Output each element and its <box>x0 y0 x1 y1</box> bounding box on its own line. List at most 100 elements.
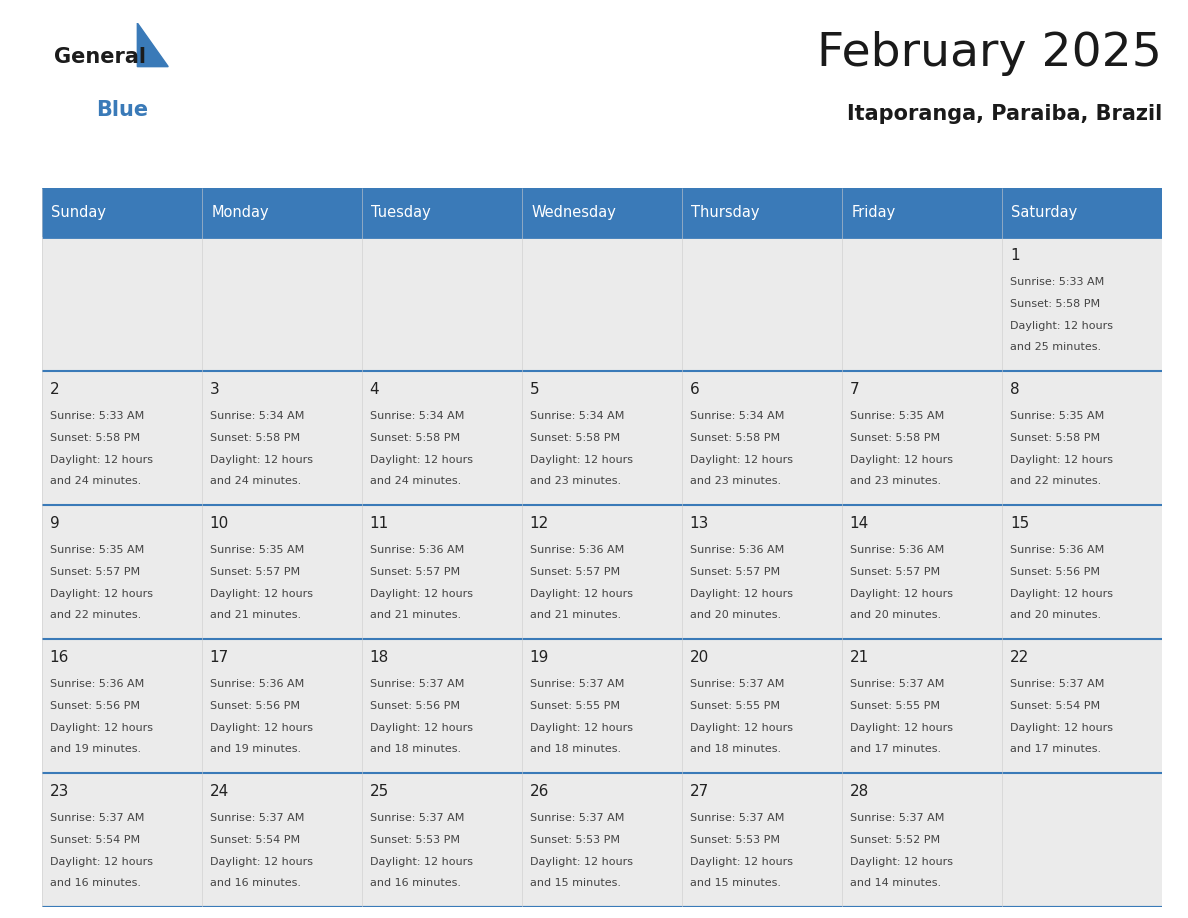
Text: Monday: Monday <box>211 205 268 220</box>
Text: Sunset: 5:57 PM: Sunset: 5:57 PM <box>690 567 779 577</box>
Text: 24: 24 <box>209 784 229 799</box>
Bar <box>361 371 522 505</box>
Text: and 23 minutes.: and 23 minutes. <box>530 476 621 487</box>
Text: 25: 25 <box>369 784 388 799</box>
Text: 10: 10 <box>209 516 229 531</box>
Text: Sunset: 5:56 PM: Sunset: 5:56 PM <box>209 701 299 711</box>
Text: 8: 8 <box>1010 382 1019 397</box>
Text: and 15 minutes.: and 15 minutes. <box>530 879 620 889</box>
Text: Sunset: 5:52 PM: Sunset: 5:52 PM <box>849 834 940 845</box>
Text: Daylight: 12 hours: Daylight: 12 hours <box>50 722 152 733</box>
Text: Sunrise: 5:36 AM: Sunrise: 5:36 AM <box>1010 545 1104 555</box>
Bar <box>42 188 202 237</box>
Text: Sunrise: 5:37 AM: Sunrise: 5:37 AM <box>369 813 465 823</box>
Text: and 15 minutes.: and 15 minutes. <box>690 879 781 889</box>
Bar <box>842 237 1001 371</box>
Text: Saturday: Saturday <box>1011 205 1078 220</box>
Text: Friday: Friday <box>852 205 896 220</box>
Text: Sunrise: 5:37 AM: Sunrise: 5:37 AM <box>530 813 624 823</box>
Bar <box>1001 371 1162 505</box>
Bar <box>842 188 1001 237</box>
Text: and 18 minutes.: and 18 minutes. <box>530 744 621 755</box>
Text: 21: 21 <box>849 650 870 665</box>
Bar <box>522 505 682 639</box>
Text: Daylight: 12 hours: Daylight: 12 hours <box>530 588 633 599</box>
Text: Sunrise: 5:37 AM: Sunrise: 5:37 AM <box>209 813 304 823</box>
Text: Sunrise: 5:33 AM: Sunrise: 5:33 AM <box>1010 277 1104 287</box>
Bar <box>361 773 522 907</box>
Bar <box>42 773 202 907</box>
Bar <box>522 188 682 237</box>
Text: 11: 11 <box>369 516 388 531</box>
Bar <box>1001 237 1162 371</box>
Bar <box>682 371 842 505</box>
Text: Sunrise: 5:35 AM: Sunrise: 5:35 AM <box>849 411 944 421</box>
Text: Sunrise: 5:35 AM: Sunrise: 5:35 AM <box>209 545 304 555</box>
Text: Sunset: 5:58 PM: Sunset: 5:58 PM <box>849 433 940 443</box>
Bar <box>42 639 202 773</box>
Text: Sunset: 5:55 PM: Sunset: 5:55 PM <box>690 701 779 711</box>
Bar <box>361 505 522 639</box>
Polygon shape <box>138 23 169 67</box>
Text: Sunset: 5:58 PM: Sunset: 5:58 PM <box>1010 299 1100 309</box>
Text: 23: 23 <box>50 784 69 799</box>
Text: 22: 22 <box>1010 650 1029 665</box>
Bar <box>842 639 1001 773</box>
Text: and 21 minutes.: and 21 minutes. <box>530 610 621 621</box>
Bar <box>842 773 1001 907</box>
Text: Sunrise: 5:37 AM: Sunrise: 5:37 AM <box>849 813 944 823</box>
Text: Thursday: Thursday <box>691 205 760 220</box>
Text: and 21 minutes.: and 21 minutes. <box>209 610 301 621</box>
Text: 7: 7 <box>849 382 859 397</box>
Text: 14: 14 <box>849 516 870 531</box>
Text: and 24 minutes.: and 24 minutes. <box>50 476 141 487</box>
Text: Daylight: 12 hours: Daylight: 12 hours <box>690 722 792 733</box>
Text: and 22 minutes.: and 22 minutes. <box>1010 476 1101 487</box>
Text: and 24 minutes.: and 24 minutes. <box>209 476 301 487</box>
Text: 3: 3 <box>209 382 220 397</box>
Text: Sunrise: 5:35 AM: Sunrise: 5:35 AM <box>50 545 144 555</box>
Bar <box>361 639 522 773</box>
Text: and 20 minutes.: and 20 minutes. <box>690 610 781 621</box>
Text: Daylight: 12 hours: Daylight: 12 hours <box>690 454 792 465</box>
Text: Sunrise: 5:37 AM: Sunrise: 5:37 AM <box>369 679 465 689</box>
Text: 5: 5 <box>530 382 539 397</box>
Bar <box>522 371 682 505</box>
Text: Sunrise: 5:37 AM: Sunrise: 5:37 AM <box>690 813 784 823</box>
Bar <box>1001 505 1162 639</box>
Text: Sunrise: 5:37 AM: Sunrise: 5:37 AM <box>690 679 784 689</box>
Text: Sunset: 5:58 PM: Sunset: 5:58 PM <box>209 433 299 443</box>
Bar <box>522 237 682 371</box>
Text: Sunset: 5:57 PM: Sunset: 5:57 PM <box>369 567 460 577</box>
Text: and 20 minutes.: and 20 minutes. <box>849 610 941 621</box>
Text: Sunrise: 5:35 AM: Sunrise: 5:35 AM <box>1010 411 1104 421</box>
Bar <box>202 773 361 907</box>
Text: Sunrise: 5:36 AM: Sunrise: 5:36 AM <box>849 545 944 555</box>
Bar <box>682 188 842 237</box>
Text: Sunset: 5:58 PM: Sunset: 5:58 PM <box>369 433 460 443</box>
Text: and 19 minutes.: and 19 minutes. <box>209 744 301 755</box>
Text: Sunrise: 5:37 AM: Sunrise: 5:37 AM <box>530 679 624 689</box>
Text: Daylight: 12 hours: Daylight: 12 hours <box>369 588 473 599</box>
Text: Daylight: 12 hours: Daylight: 12 hours <box>530 856 633 867</box>
Text: Daylight: 12 hours: Daylight: 12 hours <box>369 722 473 733</box>
Text: Daylight: 12 hours: Daylight: 12 hours <box>209 588 312 599</box>
Text: 6: 6 <box>690 382 700 397</box>
Text: Daylight: 12 hours: Daylight: 12 hours <box>849 722 953 733</box>
Text: and 24 minutes.: and 24 minutes. <box>369 476 461 487</box>
Bar <box>42 505 202 639</box>
Text: General: General <box>53 47 146 67</box>
Bar <box>842 371 1001 505</box>
Text: Blue: Blue <box>95 100 147 119</box>
Text: Daylight: 12 hours: Daylight: 12 hours <box>530 722 633 733</box>
Text: Sunset: 5:57 PM: Sunset: 5:57 PM <box>209 567 299 577</box>
Text: Sunrise: 5:36 AM: Sunrise: 5:36 AM <box>530 545 624 555</box>
Text: Daylight: 12 hours: Daylight: 12 hours <box>690 856 792 867</box>
Text: Daylight: 12 hours: Daylight: 12 hours <box>369 856 473 867</box>
Bar <box>682 639 842 773</box>
Bar <box>42 371 202 505</box>
Bar <box>202 639 361 773</box>
Text: Sunday: Sunday <box>51 205 106 220</box>
Text: 17: 17 <box>209 650 229 665</box>
Text: Sunrise: 5:36 AM: Sunrise: 5:36 AM <box>209 679 304 689</box>
